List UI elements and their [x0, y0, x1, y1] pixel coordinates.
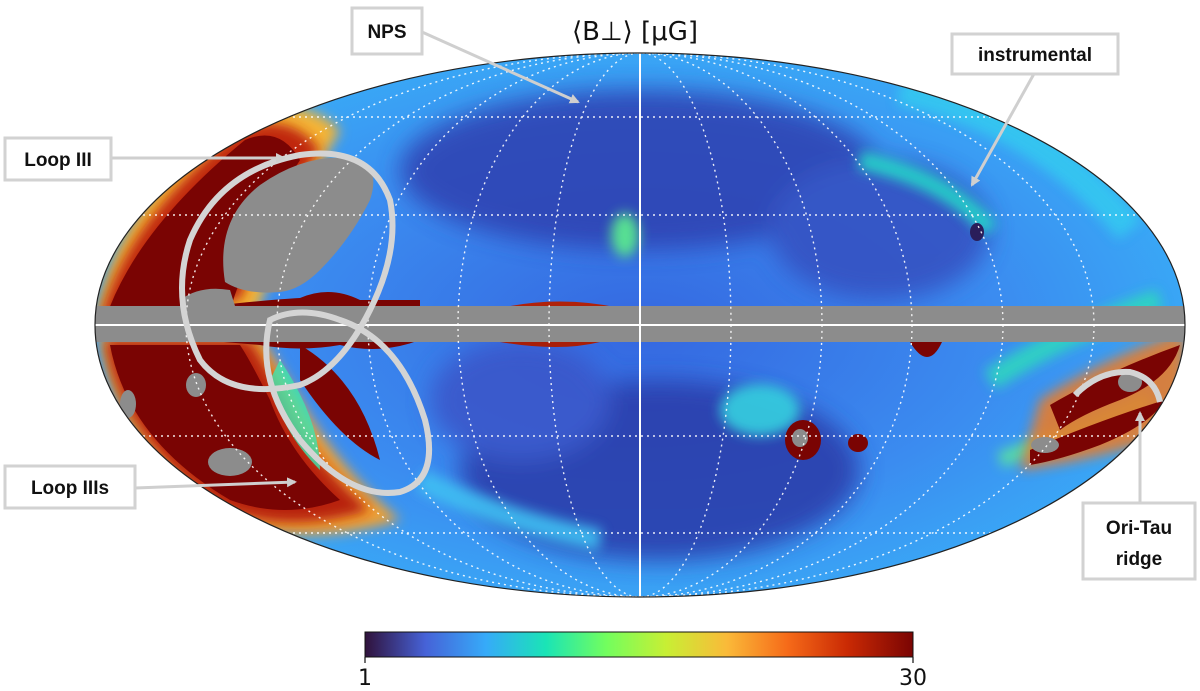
- svg-text:instrumental: instrumental: [978, 45, 1092, 66]
- callout-loop3s: Loop IIIs: [3, 464, 137, 510]
- svg-text:ridge: ridge: [1116, 549, 1162, 570]
- callout-nps: NPS: [350, 6, 424, 56]
- callout-instrumental: instrumental: [950, 32, 1120, 76]
- compact-sources: [785, 223, 984, 460]
- sky-map: [95, 53, 1185, 597]
- masked-loop3-region: [223, 157, 374, 293]
- oritau-arc: [1072, 368, 1163, 403]
- plane-fringe: [180, 291, 942, 357]
- loop3-outline: [179, 150, 396, 393]
- loop-outlines: [179, 150, 1163, 496]
- callout-arrows: [112, 30, 1145, 503]
- map-outline: [94, 52, 1186, 598]
- colorbar-max-label: 30: [899, 666, 927, 691]
- svg-text:NPS: NPS: [367, 22, 406, 43]
- callout-loop3: Loop III: [3, 136, 113, 182]
- colorbar-min-label: 1: [358, 666, 372, 691]
- svg-text:Ori-Tau: Ori-Tau: [1106, 518, 1172, 539]
- colorbar-gradient: [364, 631, 914, 658]
- colorbar: 1 30: [358, 631, 927, 691]
- loop3s-outline: [263, 309, 433, 496]
- map-title: ⟨B⊥⟩ [μG]: [572, 17, 698, 47]
- svg-text:Loop III: Loop III: [24, 150, 92, 171]
- svg-text:Loop IIIs: Loop IIIs: [31, 478, 109, 499]
- callout-oritau: Ori-Tau ridge: [1081, 501, 1197, 581]
